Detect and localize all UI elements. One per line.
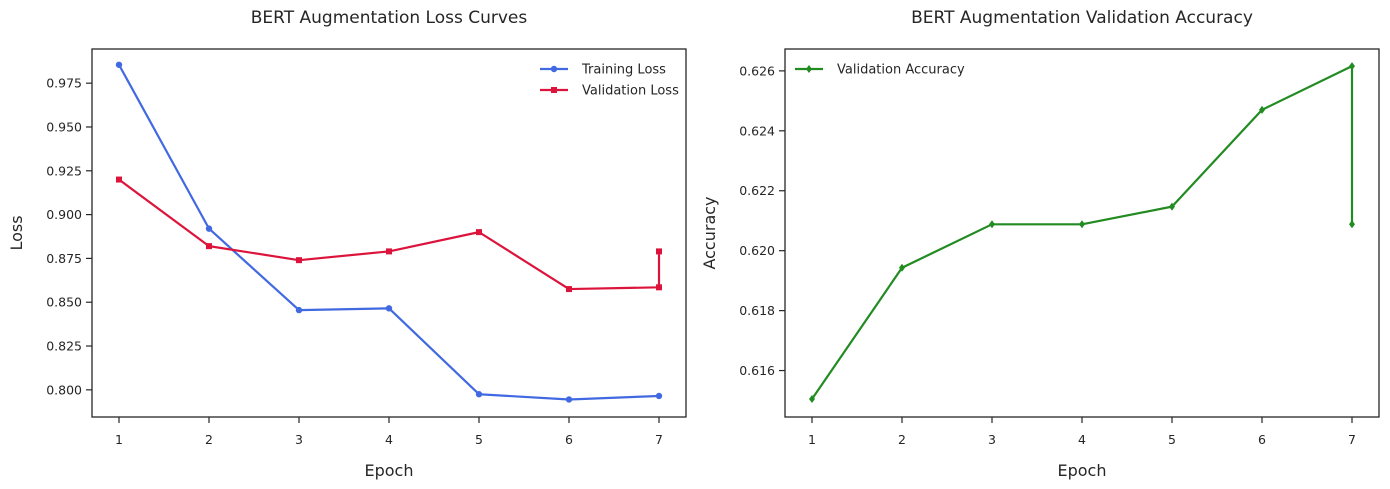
data-point	[205, 225, 213, 232]
y-tick-label: 0.875	[46, 251, 82, 266]
data-point	[989, 220, 995, 229]
loss-chart-panel: BERT Augmentation Loss Curves 1 2 3 4 5 6 7 0.80…	[7, 8, 687, 480]
y-tick-label: 0.950	[46, 119, 82, 134]
series-line-validation-loss	[118, 178, 661, 291]
x-tick-label: 6	[1258, 432, 1266, 447]
y-tick-label: 0.626	[739, 63, 775, 78]
y-tick-label: 0.900	[46, 207, 82, 222]
y-tick-label: 0.620	[739, 243, 775, 258]
data-point	[385, 305, 393, 312]
data-point	[565, 396, 573, 403]
data-point	[656, 248, 662, 255]
x-tick-label: 4	[385, 432, 393, 447]
chart-title: BERT Augmentation Validation Accuracy	[911, 8, 1253, 28]
x-axis-label: Epoch	[1058, 461, 1107, 480]
x-tick-label: 2	[205, 432, 213, 447]
data-point	[295, 306, 303, 314]
chart-title: BERT Augmentation Loss Curves	[251, 8, 528, 28]
legend-marker	[551, 87, 557, 93]
data-point	[476, 229, 482, 236]
legend-marker	[806, 65, 812, 73]
data-point	[1349, 62, 1355, 71]
y-axis-label: Accuracy	[700, 196, 719, 269]
data-point	[475, 391, 483, 398]
data-point	[1079, 220, 1085, 229]
data-point	[1349, 220, 1355, 229]
data-point	[1259, 105, 1265, 114]
data-point	[296, 257, 302, 264]
y-tick-label: 0.616	[739, 363, 775, 378]
y-tick-label: 0.825	[46, 339, 82, 354]
y-axis-label: Loss	[7, 215, 26, 250]
y-tick-label: 0.618	[739, 303, 775, 318]
x-axis-label: Epoch	[365, 461, 414, 480]
legend-label: Training Loss	[581, 63, 666, 78]
data-point	[386, 248, 392, 255]
x-tick-label: 1	[808, 432, 816, 447]
accuracy-chart-panel: BERT Augmentation Validation Accuracy 1 2 3…	[700, 8, 1380, 480]
x-tick-label: 2	[898, 432, 906, 447]
series-line-training-loss	[118, 64, 660, 401]
x-tick-label: 6	[565, 432, 573, 447]
data-point	[656, 284, 662, 291]
series-line-validation-accuracy	[811, 64, 1354, 400]
y-tick-label: 0.622	[739, 183, 775, 198]
data-point	[809, 395, 815, 404]
y-tick-label: 0.624	[739, 123, 775, 138]
legend-marker	[550, 65, 558, 73]
x-tick-label: 1	[115, 432, 123, 447]
legend-label: Validation Loss	[582, 84, 679, 99]
x-tick-label: 3	[988, 432, 996, 447]
plot-frame	[91, 48, 687, 418]
y-tick-label: 0.975	[46, 76, 82, 91]
x-tick-label: 5	[475, 432, 483, 447]
legend-label: Validation Accuracy	[837, 63, 965, 78]
y-tick-label: 0.800	[46, 382, 82, 397]
data-point	[206, 243, 212, 250]
x-tick-label: 7	[1348, 432, 1356, 447]
data-point	[899, 263, 905, 272]
x-tick-label: 3	[295, 432, 303, 447]
data-point	[566, 286, 572, 293]
y-tick-label: 0.850	[46, 295, 82, 310]
data-point	[116, 176, 122, 183]
data-point	[115, 61, 123, 68]
data-point	[655, 392, 663, 400]
y-tick-label: 0.925	[46, 163, 82, 178]
data-point	[1169, 202, 1175, 211]
x-tick-label: 4	[1078, 432, 1086, 447]
x-tick-label: 7	[655, 432, 663, 447]
x-tick-label: 5	[1168, 432, 1176, 447]
plot-frame	[784, 48, 1380, 418]
